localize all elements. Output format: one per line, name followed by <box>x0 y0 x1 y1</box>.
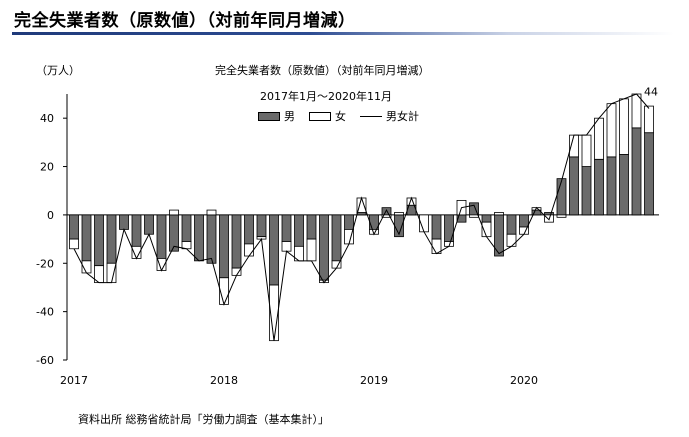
bar-female <box>169 209 179 216</box>
legend-item-male: 男 <box>258 108 295 124</box>
legend-swatch-male <box>258 111 280 121</box>
title-underline <box>12 32 674 35</box>
bar-male <box>331 214 342 262</box>
bar-male <box>619 154 629 216</box>
bar-female <box>619 98 629 155</box>
bar-male <box>381 207 392 216</box>
bar-male <box>431 214 442 240</box>
data-label: 44 <box>644 86 658 99</box>
bar-male <box>169 214 179 252</box>
chart-subtitle: 2017年1月～2020年11月 <box>260 90 392 103</box>
bar-female <box>106 262 117 284</box>
page-title: 完全失業者数（原数値）（対前年同月増減） <box>14 11 356 31</box>
bar-male <box>556 178 567 216</box>
legend-item-total: 男女計 <box>360 108 419 124</box>
bar-male <box>569 156 579 216</box>
bar-male <box>631 127 642 216</box>
source-note: 資料出所 総務省統計局「労働力調査（基本集計）」 <box>78 413 329 426</box>
bar-female <box>644 105 654 134</box>
bar-female <box>606 103 617 158</box>
bar-male <box>256 214 267 238</box>
y-tick-label: 20 <box>40 161 54 174</box>
bar-female <box>556 214 567 218</box>
bar-male <box>69 214 79 240</box>
bar-female <box>631 93 642 129</box>
bar-female <box>506 233 517 247</box>
bar-male <box>194 214 204 262</box>
y-tick-label: -40 <box>36 306 54 319</box>
bar-male <box>306 214 317 240</box>
bar-male <box>219 214 229 279</box>
y-tick-label: -60 <box>36 354 54 367</box>
bar-female <box>206 209 217 216</box>
bar-male <box>269 214 279 286</box>
legend-swatch-female <box>309 111 331 121</box>
bar-male <box>94 214 104 267</box>
bar-male <box>294 214 304 247</box>
bar-male <box>119 214 129 230</box>
bar-male <box>344 214 354 230</box>
x-tick-label: 2019 <box>360 374 388 387</box>
chart-title: 完全失業者数（原数値）（対前年同月増減） <box>215 64 430 77</box>
bar-male <box>206 214 217 264</box>
bar-female <box>231 267 242 276</box>
bar-female <box>381 214 392 218</box>
x-tick-label: 2018 <box>210 374 238 387</box>
bar-male <box>319 214 329 281</box>
bar-male <box>281 214 292 242</box>
y-tick-label: 40 <box>40 112 54 125</box>
bar-male <box>106 214 117 264</box>
bar-male <box>244 214 254 245</box>
x-tick-label: 2017 <box>60 374 88 387</box>
bar-male <box>606 156 617 216</box>
legend-label-male: 男 <box>284 110 295 123</box>
bar-male <box>581 166 592 216</box>
y-tick-label: -20 <box>36 257 54 270</box>
bar-female <box>494 212 504 216</box>
bar-male <box>81 214 92 262</box>
bar-female <box>281 241 292 252</box>
bar-female <box>244 243 254 257</box>
bar-male <box>506 214 517 235</box>
legend-label-female: 女 <box>335 110 346 123</box>
bar-male <box>181 214 192 242</box>
bar-female <box>306 238 317 262</box>
bar-male <box>144 214 154 235</box>
y-tick-label: 0 <box>47 209 54 222</box>
bar-male <box>156 214 167 259</box>
bar-female <box>69 238 79 250</box>
bar-male <box>231 214 242 269</box>
bar-female <box>394 212 404 216</box>
bar-male <box>131 214 142 247</box>
bar-female <box>469 214 479 218</box>
series-line-total <box>73 93 650 341</box>
bar-female <box>581 134 592 167</box>
bar-female <box>594 117 604 160</box>
bar-male <box>481 214 492 223</box>
bar-male <box>644 132 654 216</box>
x-tick-label: 2020 <box>510 374 538 387</box>
legend-label-total: 男女計 <box>386 110 419 123</box>
bar-male <box>519 214 529 228</box>
legend-swatch-total-line <box>360 115 382 117</box>
bar-male <box>594 158 604 216</box>
legend-item-female: 女 <box>309 108 346 124</box>
chart-legend: 男 女 男女計 <box>258 108 433 124</box>
y-axis-unit-label: （万人） <box>36 64 80 77</box>
